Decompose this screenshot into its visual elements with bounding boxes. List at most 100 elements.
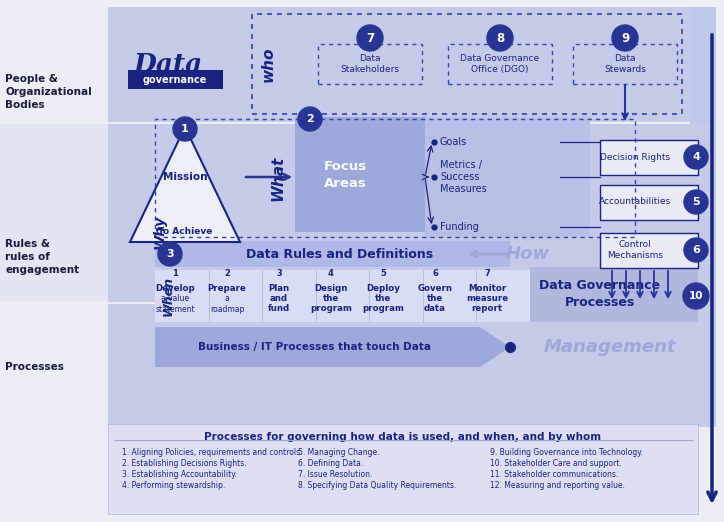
Text: Management: Management bbox=[544, 338, 676, 356]
Bar bbox=[108, 424, 698, 514]
Text: governance: governance bbox=[143, 75, 207, 85]
Circle shape bbox=[612, 25, 638, 51]
Bar bbox=[600, 140, 698, 175]
Bar bbox=[0, 124, 108, 302]
Text: 4. Performing stewardship.: 4. Performing stewardship. bbox=[122, 481, 225, 490]
Text: Govern
the
data: Govern the data bbox=[418, 284, 452, 313]
Text: who: who bbox=[261, 46, 276, 82]
Text: 4: 4 bbox=[328, 269, 334, 279]
Bar bbox=[155, 270, 530, 322]
Text: 7: 7 bbox=[484, 269, 490, 279]
Bar bbox=[600, 233, 698, 268]
Circle shape bbox=[357, 25, 383, 51]
Circle shape bbox=[487, 25, 513, 51]
Bar bbox=[690, 7, 716, 427]
Text: Data
Stakeholders: Data Stakeholders bbox=[340, 54, 400, 74]
Polygon shape bbox=[130, 127, 240, 242]
Text: Monitor
measure
report: Monitor measure report bbox=[466, 284, 508, 313]
Text: To Achieve: To Achieve bbox=[158, 228, 212, 236]
Bar bbox=[530, 267, 698, 322]
Bar bbox=[108, 124, 716, 302]
Text: Plan
and
fund: Plan and fund bbox=[268, 284, 290, 313]
Text: Deploy
the
program: Deploy the program bbox=[362, 284, 404, 313]
Polygon shape bbox=[155, 327, 510, 367]
Text: 11. Stakeholder communications.: 11. Stakeholder communications. bbox=[490, 470, 618, 479]
Text: Goals: Goals bbox=[440, 137, 467, 147]
Circle shape bbox=[158, 242, 182, 266]
Circle shape bbox=[684, 145, 708, 169]
Text: Accountabilities: Accountabilities bbox=[599, 197, 671, 207]
Text: 10: 10 bbox=[689, 291, 703, 301]
Text: When: When bbox=[161, 276, 174, 316]
Text: 7. Issue Resolution.: 7. Issue Resolution. bbox=[298, 470, 372, 479]
Text: Rules &
rules of
engagement: Rules & rules of engagement bbox=[5, 239, 79, 275]
Text: What: What bbox=[271, 156, 285, 200]
Text: 2: 2 bbox=[306, 114, 314, 124]
Text: Decision Rights: Decision Rights bbox=[600, 152, 670, 161]
Text: 1. Aligning Policies, requirements and controls.: 1. Aligning Policies, requirements and c… bbox=[122, 448, 303, 457]
Bar bbox=[0, 427, 108, 522]
Text: 4: 4 bbox=[692, 152, 700, 162]
Text: Funding: Funding bbox=[440, 222, 479, 232]
Bar bbox=[155, 241, 510, 267]
Text: 8. Specifying Data Quality Requirements.: 8. Specifying Data Quality Requirements. bbox=[298, 481, 456, 490]
Bar bbox=[0, 304, 108, 427]
Circle shape bbox=[684, 190, 708, 214]
Bar bbox=[448, 44, 552, 84]
Text: 7: 7 bbox=[366, 31, 374, 44]
Text: 8: 8 bbox=[496, 31, 504, 44]
Text: Data Rules and Definitions: Data Rules and Definitions bbox=[246, 247, 434, 260]
Text: 2. Establishing Decisions Rights.: 2. Establishing Decisions Rights. bbox=[122, 459, 247, 468]
Text: Design
the
program: Design the program bbox=[310, 284, 352, 313]
Text: How: How bbox=[506, 245, 550, 263]
Bar bbox=[573, 44, 677, 84]
Circle shape bbox=[684, 238, 708, 262]
Text: Processes: Processes bbox=[5, 362, 64, 372]
Text: Data Governance
Processes: Data Governance Processes bbox=[539, 279, 660, 309]
Circle shape bbox=[173, 117, 197, 141]
Text: Focus
Areas: Focus Areas bbox=[324, 160, 366, 190]
Text: a
roadmap: a roadmap bbox=[210, 294, 244, 314]
Text: People &
Organizational
Bodies: People & Organizational Bodies bbox=[5, 74, 92, 110]
Bar bbox=[108, 304, 716, 427]
Text: 3. Establishing Accountability.: 3. Establishing Accountability. bbox=[122, 470, 237, 479]
Text: Control
Mechanisms: Control Mechanisms bbox=[607, 240, 663, 260]
Circle shape bbox=[298, 107, 322, 131]
Text: 6. Defining Data.: 6. Defining Data. bbox=[298, 459, 363, 468]
Bar bbox=[252, 14, 682, 114]
Text: 2: 2 bbox=[224, 269, 230, 279]
Text: 6: 6 bbox=[432, 269, 438, 279]
Text: Mission: Mission bbox=[163, 172, 207, 182]
Text: 9. Building Governance into Technology.: 9. Building Governance into Technology. bbox=[490, 448, 643, 457]
Bar bbox=[425, 117, 590, 237]
Text: 12. Measuring and reporting value.: 12. Measuring and reporting value. bbox=[490, 481, 625, 490]
Bar bbox=[0, 0, 108, 122]
Text: Data Governance
Office (DGO): Data Governance Office (DGO) bbox=[460, 54, 539, 74]
Text: 3: 3 bbox=[276, 269, 282, 279]
Text: Metrics /
Success
Measures: Metrics / Success Measures bbox=[440, 160, 487, 194]
Text: 5: 5 bbox=[380, 269, 386, 279]
Text: Why: Why bbox=[153, 215, 167, 249]
Bar bbox=[295, 117, 425, 232]
Text: Develop: Develop bbox=[155, 284, 195, 293]
Text: 5. Managing Change.: 5. Managing Change. bbox=[298, 448, 379, 457]
Bar bbox=[128, 70, 223, 89]
Text: Data
Stewards: Data Stewards bbox=[604, 54, 646, 74]
Text: 1: 1 bbox=[181, 124, 189, 134]
Text: 5: 5 bbox=[692, 197, 700, 207]
Text: 3: 3 bbox=[167, 249, 174, 259]
Text: 6: 6 bbox=[692, 245, 700, 255]
Text: Data: Data bbox=[133, 52, 203, 77]
Bar bbox=[108, 7, 716, 122]
Text: a value
statement: a value statement bbox=[155, 294, 195, 314]
Text: Processes for governing how data is used, and when, and by whom: Processes for governing how data is used… bbox=[204, 432, 602, 442]
Circle shape bbox=[683, 283, 709, 309]
Text: 9: 9 bbox=[621, 31, 629, 44]
Bar bbox=[318, 44, 422, 84]
Text: Prepare: Prepare bbox=[208, 284, 246, 293]
Text: Business / IT Processes that touch Data: Business / IT Processes that touch Data bbox=[198, 342, 432, 352]
Bar bbox=[155, 119, 635, 237]
Text: 10. Stakeholder Care and support.: 10. Stakeholder Care and support. bbox=[490, 459, 622, 468]
Text: 1: 1 bbox=[172, 269, 178, 279]
Bar bbox=[600, 185, 698, 220]
